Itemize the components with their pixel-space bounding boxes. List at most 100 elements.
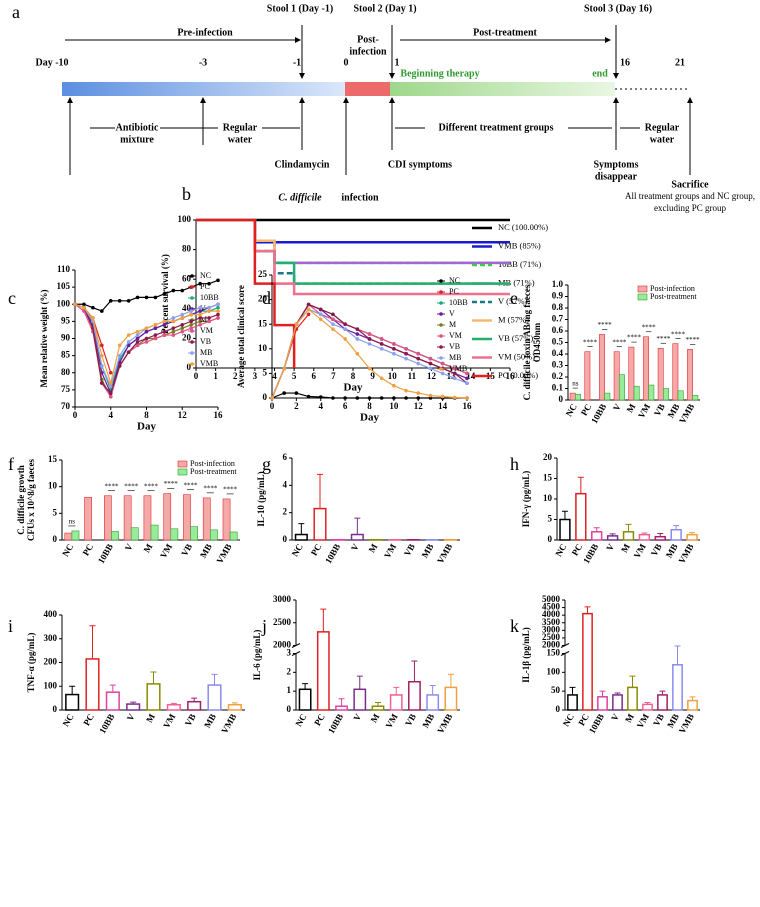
legend-marker bbox=[439, 290, 443, 294]
legend-label: MB (71%) bbox=[498, 277, 535, 287]
marker bbox=[180, 323, 185, 327]
bar bbox=[692, 395, 699, 401]
significance: **** bbox=[598, 321, 613, 329]
event-label: Sacrifice bbox=[671, 179, 709, 190]
x-tick-label: MB bbox=[198, 542, 214, 560]
event-label: Regular bbox=[223, 122, 258, 133]
marker bbox=[318, 395, 323, 399]
series-line bbox=[74, 303, 112, 373]
panel-letter: h bbox=[510, 454, 519, 474]
significance: **** bbox=[124, 482, 139, 490]
x-tick-label: M bbox=[144, 712, 157, 725]
event-label: C. difficile bbox=[278, 192, 322, 203]
marker bbox=[91, 305, 95, 310]
marker bbox=[108, 384, 113, 389]
marker bbox=[331, 327, 335, 331]
error-bar bbox=[641, 532, 648, 535]
x-tick-label: VMB bbox=[676, 542, 695, 565]
marker bbox=[355, 396, 360, 400]
legend-marker bbox=[439, 323, 443, 327]
x-tick-label: VB bbox=[652, 402, 667, 418]
marker bbox=[153, 295, 158, 300]
marker bbox=[135, 333, 140, 337]
marker bbox=[171, 319, 176, 324]
marker bbox=[189, 326, 193, 331]
legend-marker bbox=[190, 285, 194, 289]
bar bbox=[65, 693, 80, 711]
x-tick-label: 1 bbox=[213, 371, 218, 381]
marker bbox=[392, 396, 396, 400]
legend-label: Post-treatment bbox=[190, 467, 237, 476]
x-tick-label: VM bbox=[635, 712, 651, 730]
error-bar bbox=[211, 673, 218, 686]
marker bbox=[189, 319, 193, 324]
x-tick-label: VM bbox=[384, 712, 400, 730]
bar bbox=[126, 703, 141, 711]
error-bar bbox=[411, 660, 418, 682]
x-tick-label: 0 bbox=[194, 371, 199, 381]
error-bar bbox=[150, 671, 157, 684]
bar bbox=[686, 533, 698, 541]
survival-line bbox=[196, 218, 510, 285]
bar bbox=[619, 374, 625, 401]
marker bbox=[144, 336, 149, 341]
marker bbox=[198, 316, 202, 320]
error-bar bbox=[593, 527, 600, 532]
marker bbox=[135, 343, 140, 348]
y-tick-label: 5 bbox=[53, 507, 58, 517]
y-tick-label: 3 bbox=[287, 648, 292, 658]
error-bar bbox=[375, 701, 381, 707]
y-tick-label: 3500 bbox=[542, 617, 561, 627]
bar bbox=[105, 691, 120, 711]
y-tick-label: 95 bbox=[61, 315, 71, 325]
x-tick-label: 10 bbox=[388, 371, 398, 381]
y-tick-label: 15 bbox=[48, 454, 58, 464]
marker bbox=[355, 327, 360, 331]
x-tick-label: 0 bbox=[270, 401, 275, 411]
day-label: -3 bbox=[199, 57, 207, 68]
marker bbox=[100, 381, 104, 385]
significance: **** bbox=[104, 482, 119, 490]
marker bbox=[306, 394, 311, 399]
marker bbox=[216, 278, 220, 283]
marker bbox=[180, 312, 185, 317]
marker bbox=[465, 376, 469, 381]
x-tick-label: VB bbox=[649, 542, 664, 558]
end-label: end bbox=[592, 68, 608, 79]
x-tick-label: 6 bbox=[312, 371, 317, 381]
y-axis-title: OD450nm bbox=[532, 322, 542, 362]
marker bbox=[108, 394, 113, 399]
legend-label: V bbox=[449, 309, 455, 318]
y-tick-label: 0.2 bbox=[552, 371, 564, 381]
error-bar bbox=[561, 510, 568, 520]
event-label: Regular bbox=[645, 122, 680, 133]
y-tick-label: 0.3 bbox=[552, 360, 564, 370]
legend-swatch bbox=[177, 460, 188, 468]
marker bbox=[171, 329, 176, 334]
x-tick-label: 8 bbox=[351, 371, 356, 381]
x-tick-label: 12 bbox=[178, 410, 188, 420]
x-tick-label: 3 bbox=[253, 371, 258, 381]
marker bbox=[171, 326, 176, 331]
bar bbox=[575, 492, 587, 541]
x-tick-label: 10BB bbox=[96, 542, 115, 565]
marker bbox=[207, 281, 211, 286]
x-tick-label: VM bbox=[636, 402, 652, 420]
marker bbox=[126, 299, 131, 303]
marker bbox=[198, 312, 202, 317]
x-tick-label: V bbox=[351, 712, 363, 723]
marker bbox=[367, 337, 372, 341]
x-axis-title: Day bbox=[344, 382, 363, 394]
x-tick-label: 14 bbox=[466, 371, 476, 381]
marker bbox=[343, 327, 347, 331]
marker bbox=[180, 326, 185, 331]
marker bbox=[367, 366, 372, 371]
y-tick-label: 85 bbox=[61, 350, 71, 360]
significance: **** bbox=[164, 480, 179, 488]
legend-label: VB bbox=[200, 337, 211, 346]
bar bbox=[84, 497, 92, 541]
x-tick-label: V bbox=[611, 402, 623, 413]
panel-letter: d bbox=[262, 288, 271, 308]
marker bbox=[198, 281, 202, 286]
bar bbox=[190, 526, 198, 541]
